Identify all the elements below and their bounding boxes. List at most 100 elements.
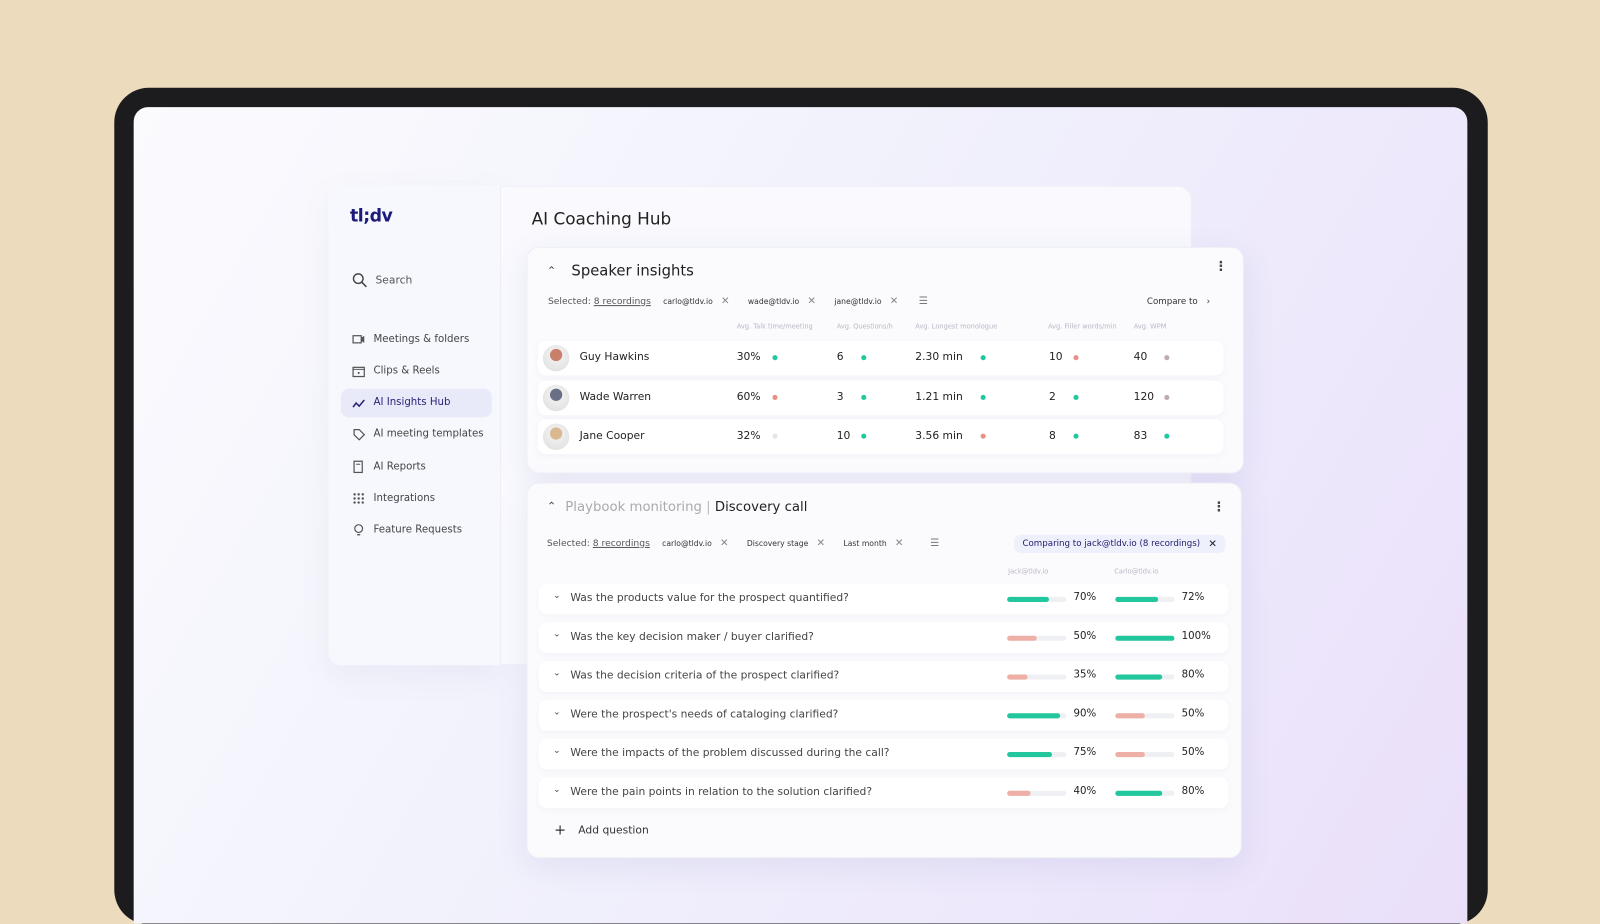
speaker-row[interactable]: Guy Hawkins 30% 6 2.30 min 10 40 [537, 340, 1224, 376]
search-icon [352, 273, 367, 288]
status-dot [772, 394, 778, 400]
logo[interactable]: tl;dv [349, 206, 393, 227]
compare-to-button[interactable]: Compare to › [1147, 297, 1210, 307]
status-dot [772, 434, 778, 440]
search-input[interactable]: Search [352, 272, 413, 288]
progress-bar-carlo [1115, 674, 1175, 680]
more-options-icon[interactable]: ⋮ [1214, 260, 1227, 273]
status-dot [772, 355, 778, 361]
chevron-down-icon[interactable]: ⌄ [553, 784, 561, 795]
sidebar-item[interactable]: Integrations [341, 484, 492, 513]
close-icon[interactable]: ✕ [1208, 538, 1217, 550]
percent-jack: 35% [1073, 669, 1097, 681]
percent-carlo: 100% [1181, 630, 1211, 642]
filter-icon[interactable]: ☰ [918, 295, 928, 308]
filter-chip[interactable]: Last month ✕ [843, 538, 903, 549]
close-icon[interactable]: ✕ [720, 295, 730, 308]
progress-bar-jack [1007, 790, 1067, 796]
percent-carlo: 50% [1181, 746, 1205, 758]
status-dot [980, 355, 986, 361]
sidebar-item[interactable]: Clips & Reels [341, 356, 492, 385]
close-icon[interactable]: ✕ [894, 537, 904, 549]
close-icon[interactable]: ✕ [816, 537, 826, 549]
selected-label: Selected: 8 recordings [546, 538, 650, 549]
progress-bar-carlo [1115, 712, 1175, 719]
status-dot [1073, 394, 1079, 400]
speaker-name: Jane Cooper [579, 429, 645, 443]
comparing-label: Comparing to jack@tldv.io (8 recordings) [1022, 538, 1201, 549]
avatar [542, 423, 570, 451]
progress-bar-jack [1007, 596, 1067, 603]
column-header: Avg. WPM [1133, 322, 1167, 331]
column-header: Jack@tldv.io [1008, 567, 1049, 576]
chevron-down-icon[interactable]: ⌄ [553, 590, 561, 602]
recordings-link[interactable]: 8 recordings [593, 296, 651, 307]
percent-carlo: 72% [1181, 591, 1205, 604]
filter-chip[interactable]: carlo@tldv.io ✕ [663, 296, 729, 307]
sidebar-item[interactable]: Feature Requests [341, 516, 492, 545]
insights-chart-icon [352, 399, 365, 408]
filter-chip[interactable]: carlo@tldv.io ✕ [662, 538, 728, 549]
filter-bar: Selected: 8 recordings carlo@tldv.io ✕ wa… [548, 296, 928, 307]
question-text: Were the impacts of the problem discusse… [570, 746, 890, 759]
percent-jack: 40% [1073, 785, 1097, 797]
chevron-right-icon: › [1206, 296, 1211, 308]
recordings-link[interactable]: 8 recordings [592, 538, 650, 549]
question-row[interactable]: ⌄ Was the decision criteria of the prospe… [538, 661, 1229, 692]
question-row[interactable]: ⌄ Was the products value for the prospect… [538, 583, 1229, 615]
progress-bar-jack [1007, 712, 1067, 719]
grid-icon [353, 493, 364, 504]
chip-label: carlo@tldv.io [662, 538, 712, 548]
avatar [542, 344, 570, 372]
speaker-row[interactable]: Wade Warren 60% 3 1.21 min 2 120 [537, 380, 1224, 415]
status-dot [861, 394, 867, 400]
close-icon[interactable]: ✕ [889, 295, 899, 308]
collapse-chevron-icon[interactable]: ⌃ [546, 264, 557, 278]
sidebar-item[interactable]: Meetings & folders [341, 324, 492, 353]
question-row[interactable]: ⌄ Was the key decision maker / buyer clar… [538, 622, 1229, 653]
percent-jack: 90% [1073, 707, 1097, 720]
speaker-name: Wade Warren [579, 390, 652, 403]
title-main: Discovery call [714, 499, 808, 516]
close-icon[interactable]: ✕ [807, 295, 816, 308]
close-icon[interactable]: ✕ [719, 537, 729, 549]
chip-label: carlo@tldv.io [663, 296, 713, 307]
sidebar-item[interactable]: AI Reports [341, 452, 492, 481]
chevron-down-icon[interactable]: ⌄ [553, 745, 561, 756]
comparing-chip[interactable]: Comparing to jack@tldv.io (8 recordings)… [1014, 534, 1226, 554]
speaker-row[interactable]: Jane Cooper 32% 10 3.56 min 8 83 [537, 419, 1224, 455]
filter-bar: Selected: 8 recordings carlo@tldv.io ✕ Di… [547, 538, 939, 549]
metric-value: 8 [1048, 429, 1056, 443]
section-title: Speaker insights [571, 263, 694, 280]
add-question-button[interactable]: + Add question [554, 822, 649, 838]
search-placeholder: Search [375, 273, 413, 287]
sidebar-item-label: AI meeting templates [373, 428, 484, 441]
report-icon [353, 460, 363, 473]
sidebar-item[interactable]: AI Insights Hub [340, 388, 492, 417]
status-dot [1073, 355, 1079, 361]
question-text: Was the products value for the prospect … [570, 591, 849, 605]
progress-bar-carlo [1115, 751, 1175, 757]
filter-chip[interactable]: wade@tldv.io ✕ [748, 296, 816, 307]
status-dot [861, 434, 867, 440]
sidebar-item-label: Clips & Reels [373, 365, 440, 377]
question-row[interactable]: ⌄ Were the prospect's needs of cataloging… [538, 699, 1229, 731]
filter-chip[interactable]: Discovery stage ✕ [747, 538, 825, 549]
chip-label: wade@tldv.io [747, 296, 800, 307]
percent-carlo: 80% [1181, 669, 1205, 681]
chevron-down-icon[interactable]: ⌄ [553, 706, 561, 718]
filter-chip[interactable]: jane@tldv.io ✕ [834, 296, 898, 307]
chevron-down-icon[interactable]: ⌄ [553, 629, 561, 640]
chevron-down-icon[interactable]: ⌄ [553, 668, 561, 679]
question-row[interactable]: ⌄ Were the pain points in relation to the… [538, 777, 1229, 808]
add-question-label: Add question [578, 824, 649, 837]
sidebar-item[interactable]: AI meeting templates [341, 420, 492, 449]
more-options-icon[interactable]: ⋮ [1212, 500, 1225, 515]
metric-value: 2.30 min [915, 351, 963, 364]
question-row[interactable]: ⌄ Were the impacts of the problem discuss… [538, 738, 1229, 769]
percent-jack: 50% [1073, 630, 1097, 642]
progress-bar-carlo [1115, 596, 1175, 603]
collapse-chevron-icon[interactable]: ⌃ [546, 499, 557, 514]
percent-jack: 75% [1073, 746, 1097, 758]
filter-icon[interactable]: ☰ [929, 537, 940, 549]
